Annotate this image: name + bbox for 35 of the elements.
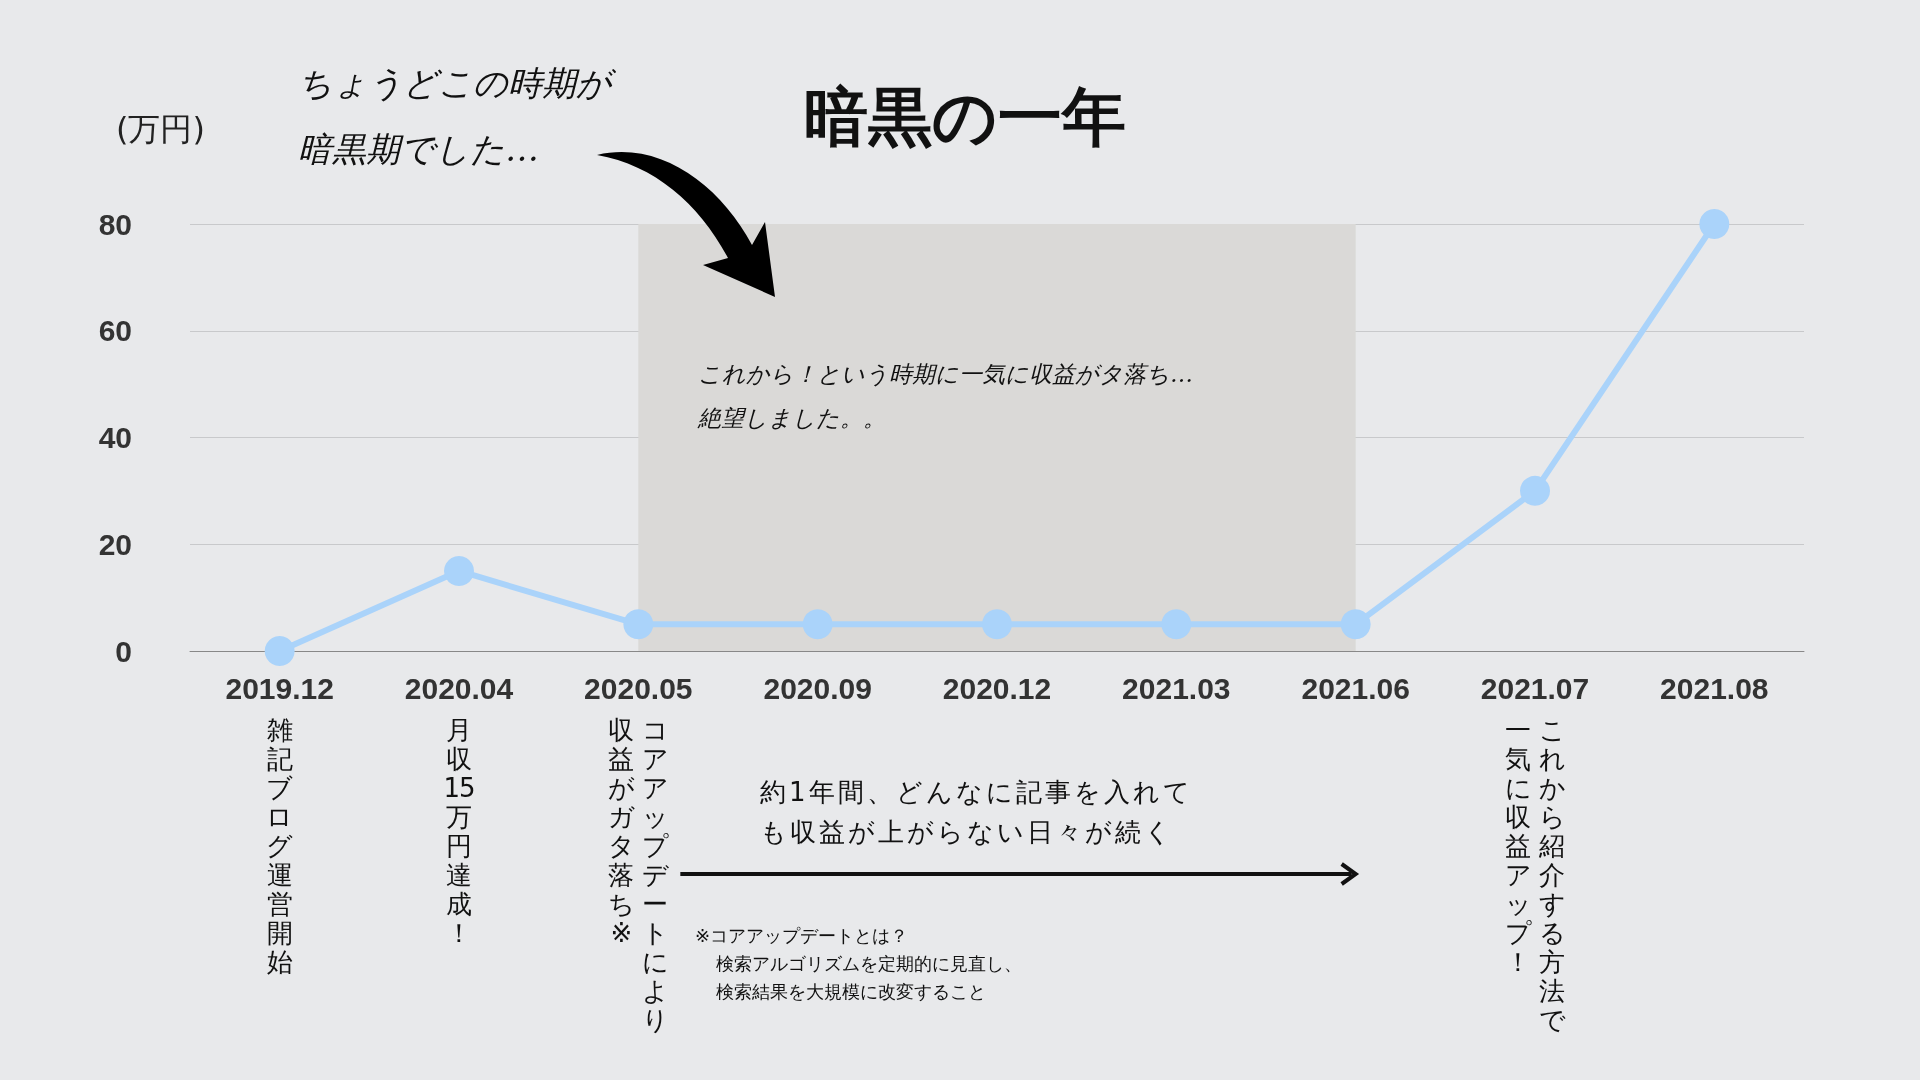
y-tick-label: 40 bbox=[98, 421, 132, 454]
text: 月収15万円達成！ bbox=[443, 715, 475, 948]
point bbox=[1161, 609, 1192, 640]
text: これから紹介する方法で bbox=[1538, 715, 1566, 1035]
text: ※コアアップデートとは？ bbox=[695, 924, 909, 948]
point bbox=[802, 609, 833, 640]
point bbox=[982, 609, 1012, 640]
point bbox=[1699, 209, 1730, 239]
point bbox=[264, 636, 295, 666]
x-tick-label: 2020.04 bbox=[404, 671, 514, 705]
x-tick-label: 2020.09 bbox=[763, 671, 872, 705]
chart-title: 暗黒の一年 bbox=[804, 81, 1126, 153]
y-axis-title: (万円) bbox=[116, 109, 205, 150]
text: 一気に収益アップ！ bbox=[1504, 715, 1532, 977]
point bbox=[1520, 475, 1550, 506]
text: 収益がガタ落ち※ bbox=[607, 715, 635, 948]
y-tick-label: 0 bbox=[115, 634, 132, 668]
text: 雑記ブログ運営開始 bbox=[266, 715, 294, 977]
point bbox=[444, 555, 474, 586]
text: 約1年間、どんなに記事を入れても収益が上がらない日々が続く bbox=[760, 776, 1193, 849]
y-tick-label: 60 bbox=[98, 314, 132, 348]
y-tick-label: 80 bbox=[98, 207, 132, 241]
x-tick-label: 2020.05 bbox=[584, 671, 693, 705]
x-tick-label: 2020.12 bbox=[942, 671, 1052, 705]
point bbox=[623, 609, 654, 640]
text: 検索アルゴリズムを定期的に見直し、検索結果を大規模に改変すること bbox=[716, 952, 1022, 1004]
x-tick-label: 2021.08 bbox=[1660, 671, 1769, 705]
x-tick-label: 2021.07 bbox=[1480, 671, 1590, 705]
x-tick-label: 2019.12 bbox=[225, 671, 334, 705]
annotation: これから！という時期に一気に収益がタ落ち…絶望しました。。 bbox=[698, 360, 1193, 433]
y-tick-label: 20 bbox=[98, 527, 132, 561]
x-tick-label: 2021.03 bbox=[1122, 671, 1231, 705]
text: コアアップデートにより bbox=[641, 715, 669, 1035]
x-tick-label: 2021.06 bbox=[1301, 671, 1410, 705]
point bbox=[1340, 609, 1371, 640]
